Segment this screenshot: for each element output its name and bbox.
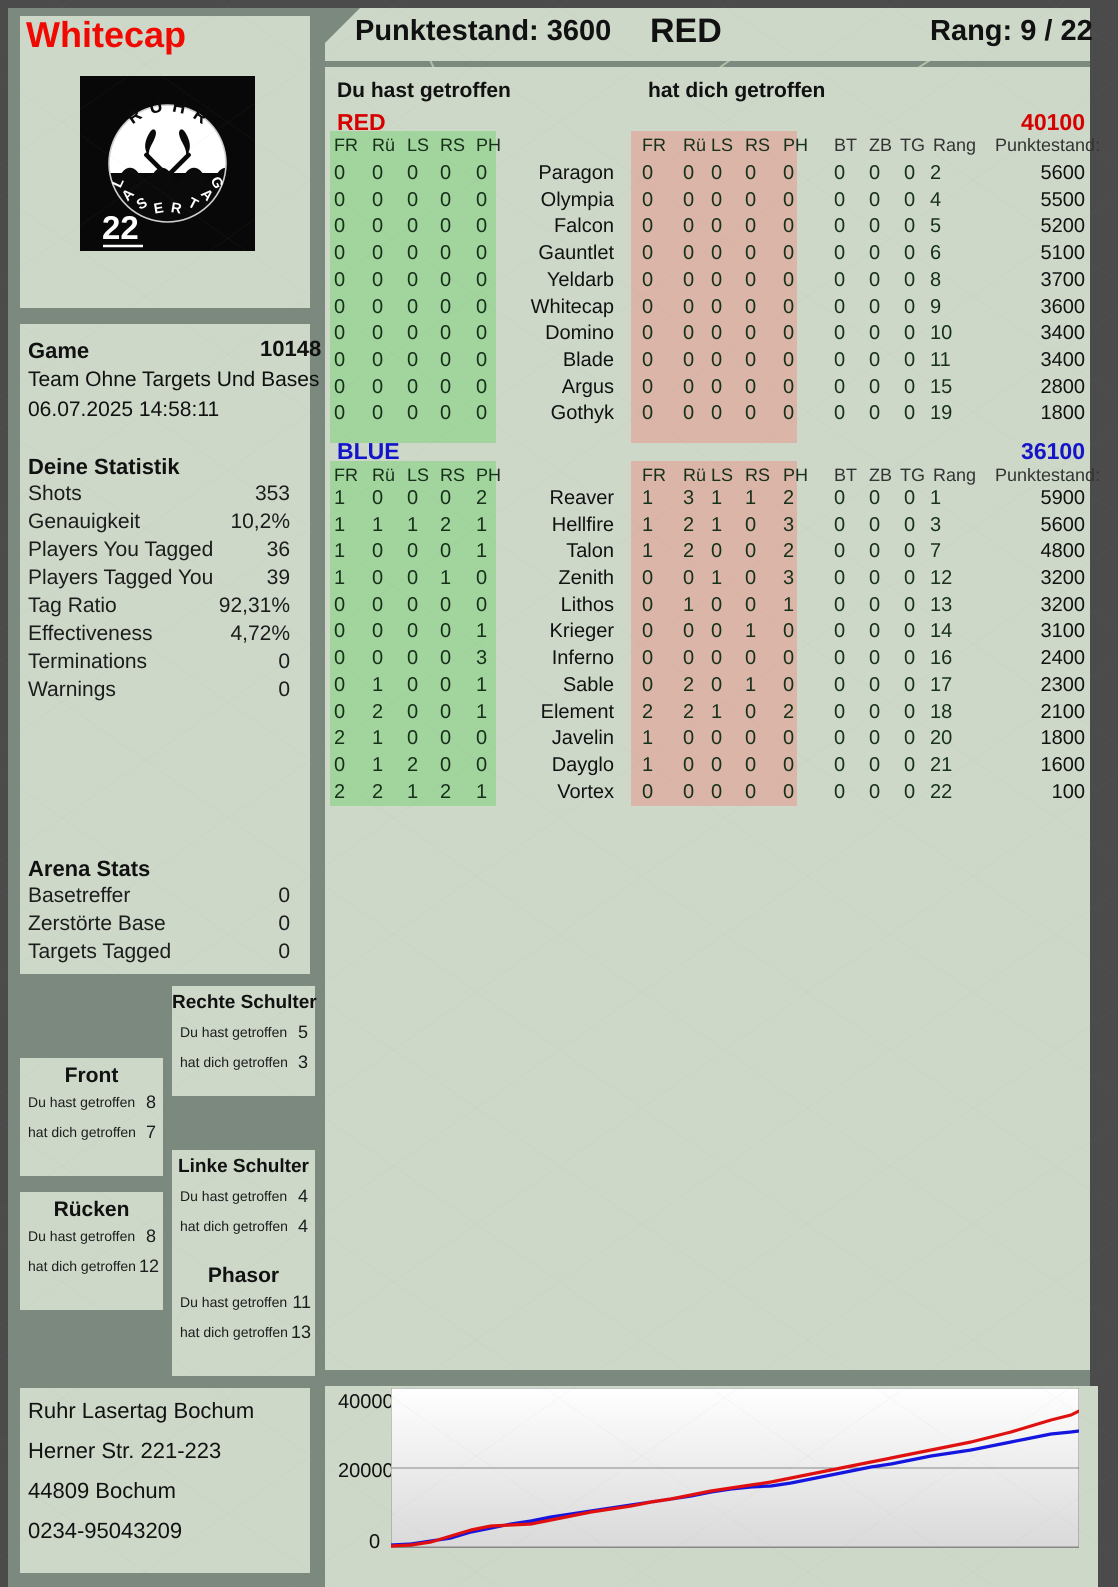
svg-text:22: 22 bbox=[102, 209, 139, 246]
